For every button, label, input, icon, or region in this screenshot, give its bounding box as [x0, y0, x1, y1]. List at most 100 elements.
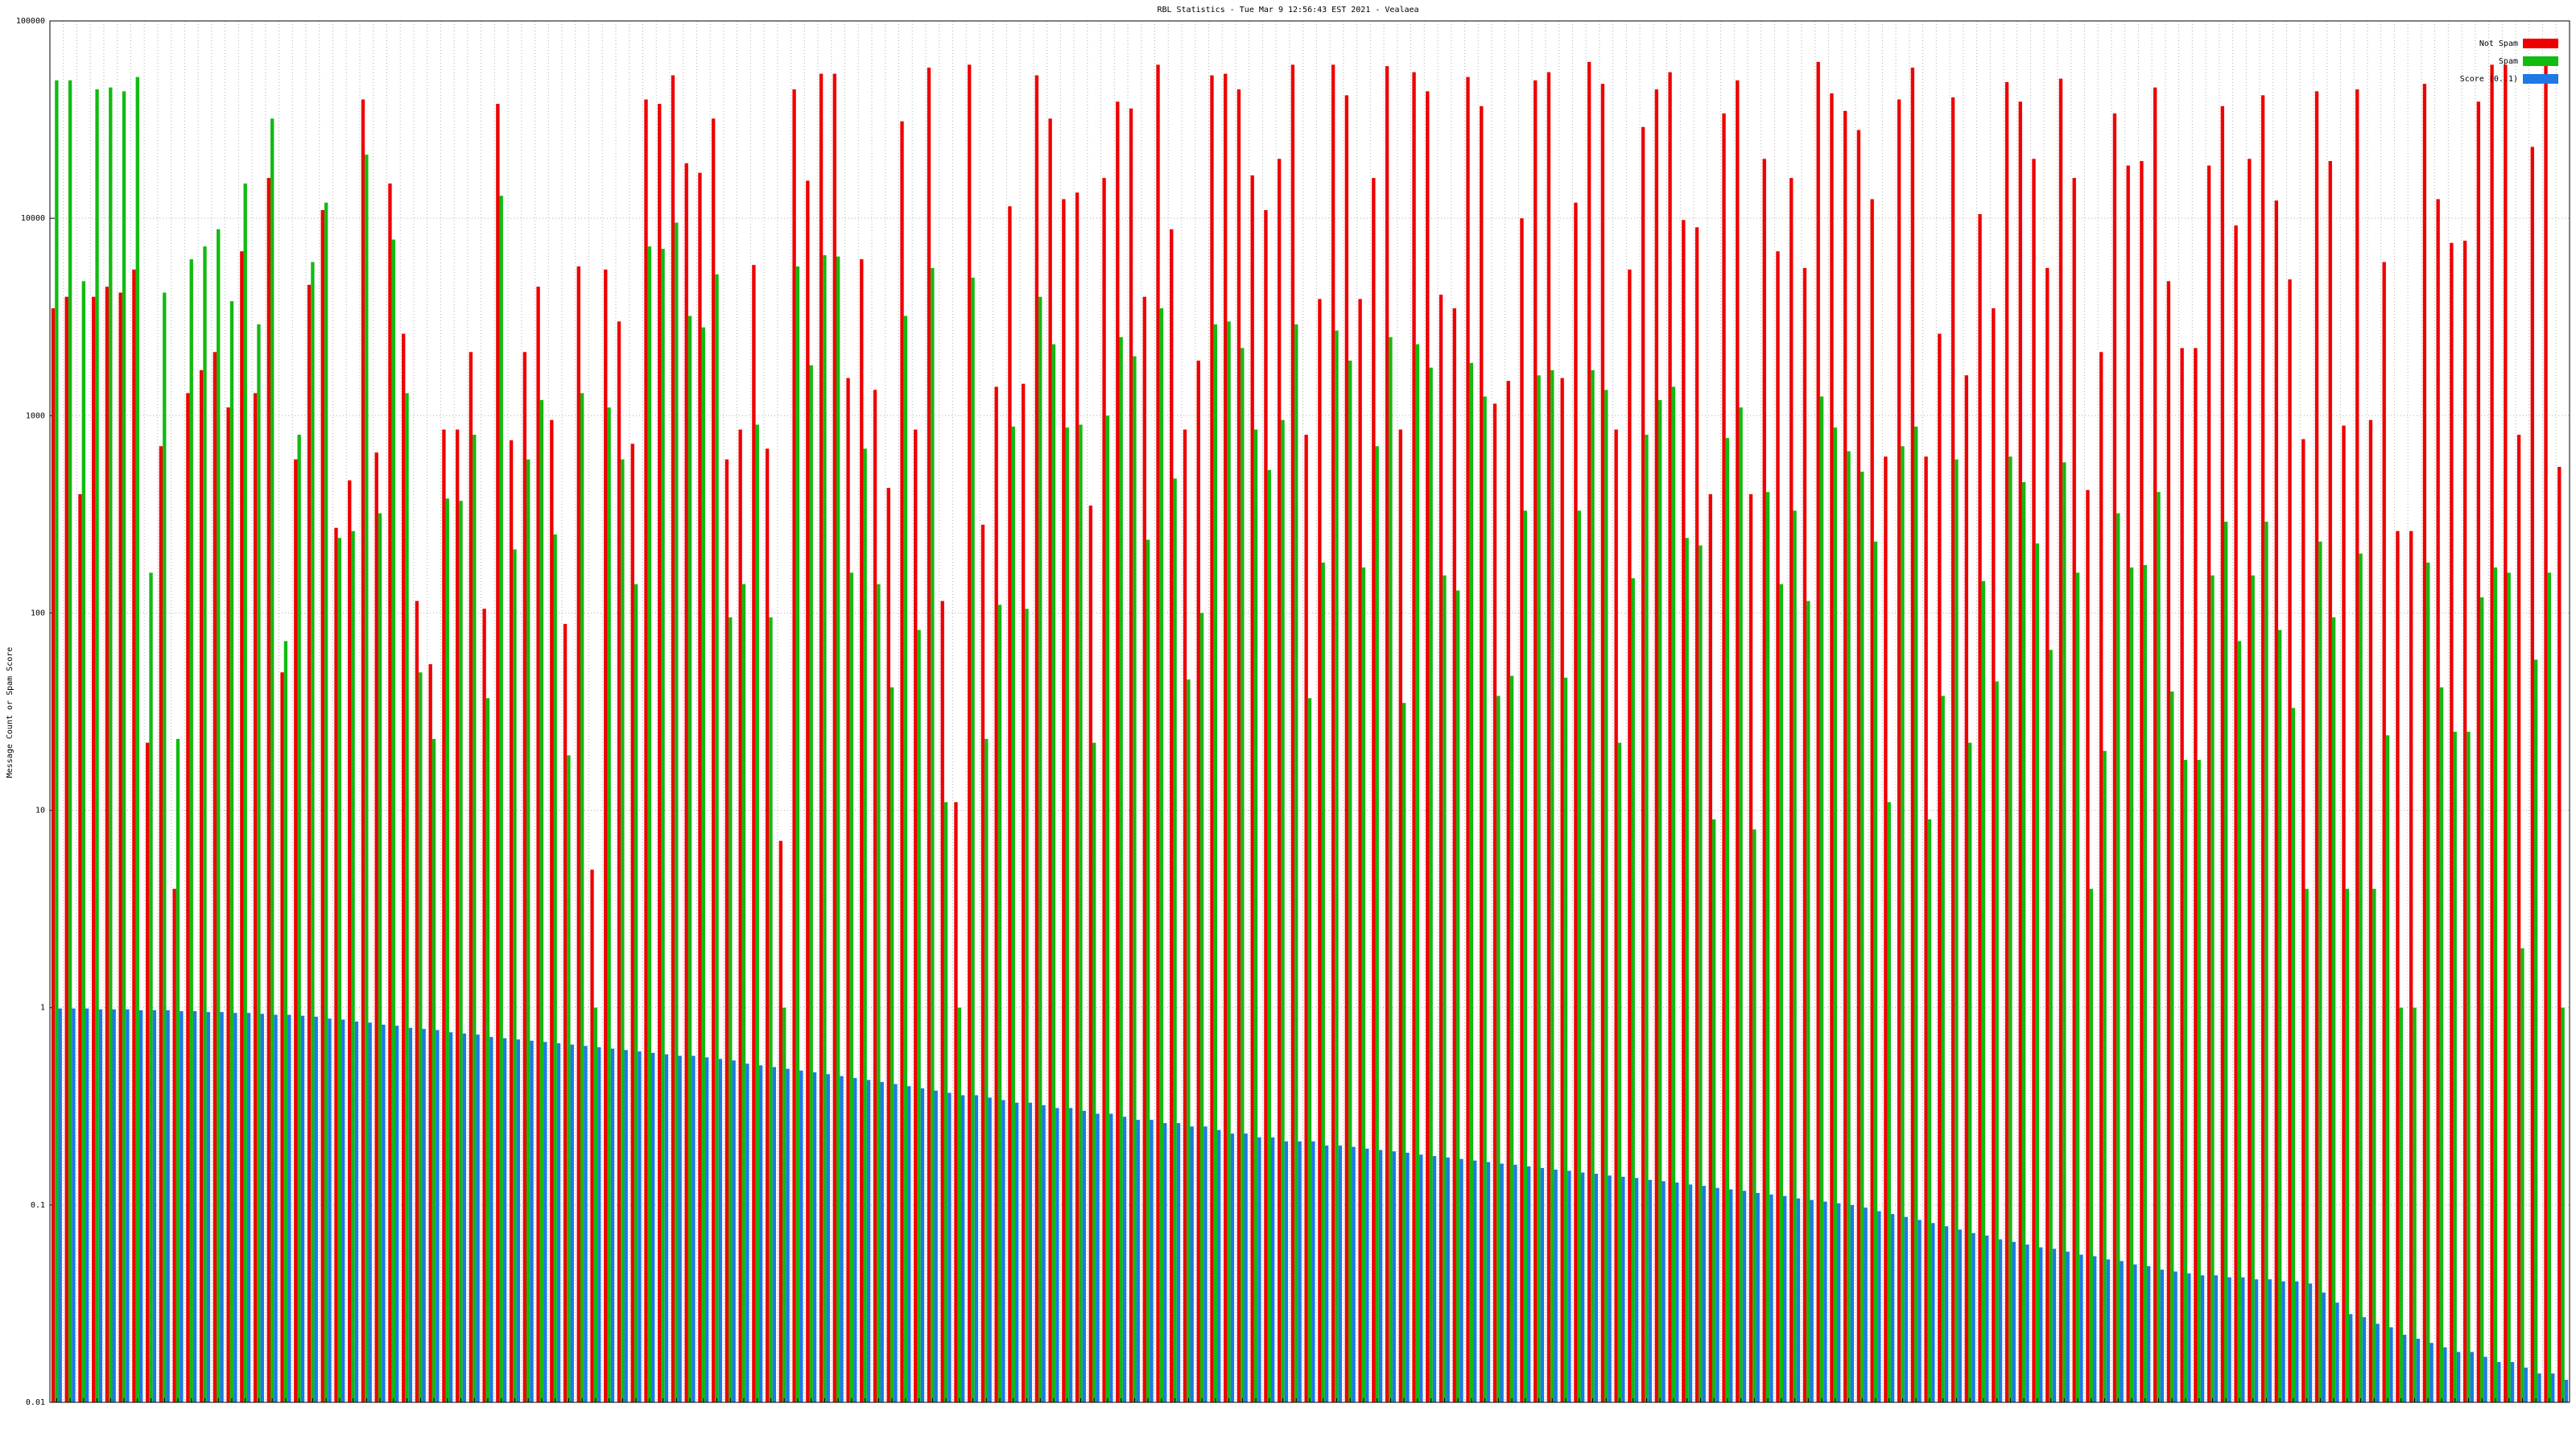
bar	[563, 624, 568, 1402]
bar	[553, 534, 557, 1402]
bar	[866, 1080, 871, 1402]
bar	[2547, 572, 2552, 1402]
bar	[1748, 493, 1753, 1402]
bar	[1594, 1174, 1599, 1402]
bar	[684, 163, 688, 1403]
bar	[2467, 732, 2471, 1402]
bar	[2062, 462, 2066, 1402]
bar	[422, 1029, 426, 1402]
bar	[1955, 459, 1959, 1402]
bar	[1173, 478, 1177, 1402]
bar	[2520, 947, 2524, 1402]
bar	[217, 229, 221, 1402]
bar	[1546, 72, 1551, 1403]
bar	[2504, 64, 2508, 1402]
plot-frame	[49, 20, 2570, 1403]
bar	[894, 1084, 898, 1402]
bar	[853, 1078, 857, 1402]
bar	[320, 209, 324, 1402]
bar	[2157, 492, 2161, 1402]
bar	[455, 429, 460, 1402]
bar	[2476, 101, 2481, 1403]
bar	[1847, 451, 1851, 1403]
bar	[610, 1048, 615, 1402]
bar	[2483, 1356, 2487, 1402]
bar	[1284, 1141, 1289, 1402]
bar	[1344, 95, 1349, 1402]
bar	[283, 641, 288, 1402]
bar	[1685, 538, 1689, 1403]
bar	[1520, 218, 1524, 1403]
bar	[2251, 575, 2255, 1402]
bar	[1352, 1146, 1356, 1402]
bar	[1459, 1158, 1463, 1402]
bar	[311, 262, 315, 1403]
bar	[752, 265, 756, 1403]
bar	[374, 452, 378, 1402]
bar	[180, 1011, 184, 1402]
bar	[1492, 403, 1497, 1403]
bar	[2099, 352, 2103, 1403]
legend-swatch	[2523, 39, 2558, 48]
bar	[1244, 1133, 1248, 1402]
bar	[2335, 1302, 2339, 1402]
bar	[1833, 427, 1837, 1403]
bar	[701, 327, 705, 1403]
bar	[1385, 66, 1389, 1403]
bar	[1725, 438, 1730, 1402]
bar	[2416, 1339, 2421, 1402]
bar	[489, 1037, 493, 1402]
bar	[509, 440, 514, 1402]
bar	[1702, 1186, 1706, 1402]
bar	[1338, 1146, 1343, 1402]
bar	[159, 446, 163, 1403]
bar	[2170, 691, 2174, 1402]
bar	[78, 493, 82, 1402]
bar	[146, 742, 150, 1402]
bar	[799, 1070, 803, 1402]
bar	[1631, 578, 1635, 1402]
bar	[415, 601, 419, 1402]
bar	[745, 1063, 749, 1402]
bar	[1534, 80, 1538, 1402]
bar	[328, 1018, 332, 1402]
bar	[1253, 429, 1258, 1402]
bar	[1796, 1198, 1801, 1402]
bar	[1864, 1208, 1868, 1402]
bar	[405, 393, 409, 1403]
bar	[1150, 1120, 1154, 1402]
bar	[229, 301, 234, 1403]
bar	[786, 1068, 790, 1402]
bar	[1540, 1167, 1545, 1402]
bar	[2133, 1264, 2137, 1402]
bar	[2462, 240, 2467, 1402]
bar	[462, 1033, 467, 1402]
bar	[213, 352, 217, 1403]
bar	[1574, 202, 1578, 1402]
bar	[778, 840, 783, 1402]
bar	[2426, 562, 2430, 1402]
bar	[1116, 101, 1120, 1403]
bar	[2227, 1277, 2231, 1402]
bar	[1981, 580, 1986, 1402]
bar	[1715, 1187, 1719, 1402]
bar	[1236, 89, 1241, 1403]
bar	[459, 501, 463, 1403]
bar	[2194, 348, 2198, 1402]
bar	[2052, 1249, 2057, 1402]
bar	[2103, 750, 2107, 1402]
bar	[1752, 829, 1757, 1402]
bar	[1136, 1120, 1140, 1402]
bar	[1277, 159, 1282, 1402]
bar	[971, 277, 975, 1402]
bar	[394, 1026, 399, 1402]
bar	[2079, 1254, 2083, 1402]
bar	[729, 617, 733, 1402]
bar	[2072, 178, 2076, 1403]
bar	[1183, 429, 1187, 1402]
bar	[1951, 97, 1955, 1403]
bar	[175, 738, 180, 1402]
bar	[2368, 419, 2373, 1403]
bar	[1924, 456, 1928, 1402]
bar	[1756, 1192, 1760, 1402]
